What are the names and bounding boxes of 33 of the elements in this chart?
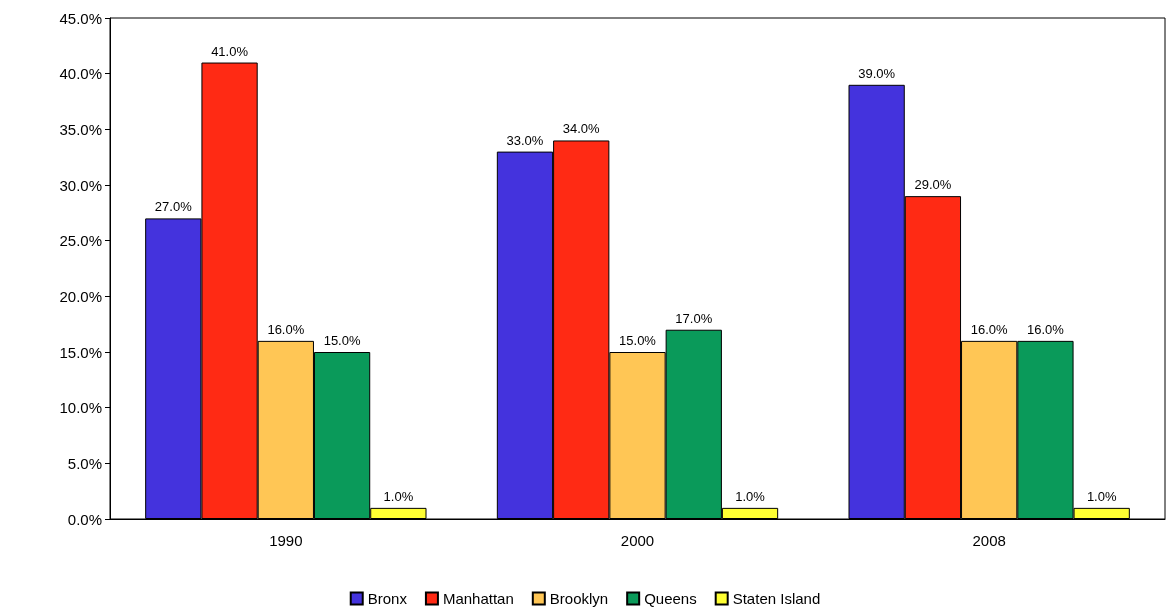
data-label: 16.0% bbox=[1027, 321, 1065, 337]
data-label: 1.0% bbox=[735, 488, 766, 504]
data-label: 16.0% bbox=[970, 321, 1009, 337]
x-tick-label: 2000 bbox=[620, 532, 655, 549]
y-tick-label: 20.0% bbox=[59, 287, 102, 305]
x-tick-label: 1990 bbox=[269, 532, 303, 549]
data-label: 1.0% bbox=[1086, 488, 1117, 504]
data-label: 16.0% bbox=[267, 321, 305, 337]
y-tick-label: 30.0% bbox=[59, 176, 102, 194]
legend-label: Bronx bbox=[367, 590, 408, 607]
data-label: 34.0% bbox=[562, 121, 601, 137]
y-tick-label: 0.0% bbox=[67, 510, 102, 528]
data-label: 27.0% bbox=[154, 199, 193, 215]
data-label: 33.0% bbox=[506, 132, 544, 148]
y-tick-label: 25.0% bbox=[59, 232, 102, 250]
data-label: 15.0% bbox=[323, 333, 361, 348]
x-tick-label: 2008 bbox=[972, 532, 1006, 549]
y-tick-label: 10.0% bbox=[59, 399, 102, 417]
y-tick-label: 5.0% bbox=[67, 454, 102, 472]
y-tick-label: 15.0% bbox=[59, 343, 102, 361]
data-label: 41.0% bbox=[211, 43, 249, 59]
legend-label: Queens bbox=[644, 590, 697, 607]
data-label: 15.0% bbox=[619, 333, 657, 348]
legend-label: Brooklyn bbox=[549, 590, 609, 607]
y-tick-label: 45.0% bbox=[59, 9, 102, 27]
legend-label: Manhattan bbox=[442, 590, 514, 607]
data-label: 1.0% bbox=[383, 488, 414, 504]
legend-label: Staten Island bbox=[732, 590, 821, 607]
data-label: 29.0% bbox=[914, 177, 952, 193]
y-tick-label: 35.0% bbox=[59, 120, 102, 138]
data-label: 17.0% bbox=[675, 310, 713, 326]
data-label: 39.0% bbox=[858, 65, 896, 81]
y-tick-label: 40.0% bbox=[59, 65, 102, 83]
